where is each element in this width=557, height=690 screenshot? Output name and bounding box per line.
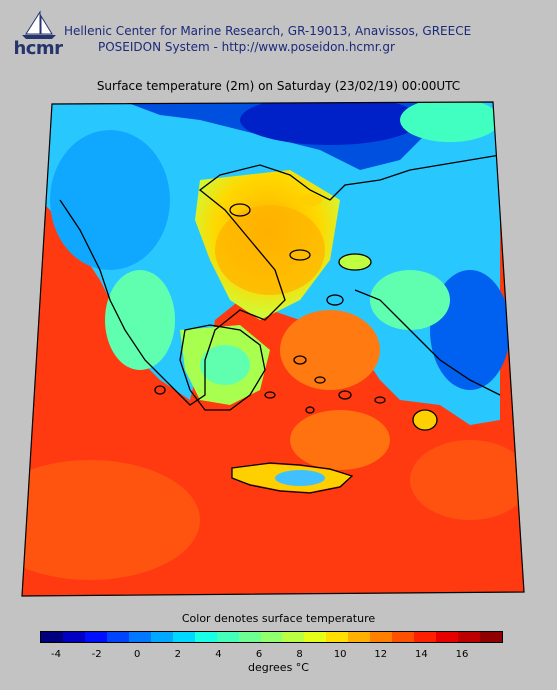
- rhodes-coast: [412, 409, 438, 431]
- colorbar-tick-label: -4: [51, 649, 61, 660]
- island-coast: [305, 406, 315, 414]
- island-coast: [154, 385, 166, 395]
- colorbar-segment: [326, 632, 349, 642]
- colorbar-segment: [84, 632, 107, 642]
- colorbar-segment: [41, 632, 63, 642]
- sea-warm-patch: [22, 460, 200, 580]
- colorbar-tick-label: 0: [134, 649, 141, 660]
- colorbar: [40, 631, 503, 643]
- colorbar-tick-label: -2: [91, 649, 102, 660]
- colorbar-segment: [238, 632, 261, 642]
- sailboat-icon: [22, 10, 56, 39]
- colorbar-segment: [370, 632, 393, 642]
- warm-core: [215, 205, 325, 295]
- colorbar-segment: [128, 632, 151, 642]
- colorbar-segment: [216, 632, 239, 642]
- colorbar-segment: [414, 632, 437, 642]
- logo-text: hcmr: [13, 38, 63, 59]
- colorbar-segment: [480, 632, 503, 642]
- colorbar-ticks: -4 -2 0 2 4 6 8 10 12 14 16: [40, 649, 503, 663]
- anatolia-coast: [354, 289, 501, 396]
- land-variation: [50, 130, 170, 270]
- colorbar-tick-label: 8: [296, 649, 303, 660]
- peloponnese-coast: [179, 324, 266, 411]
- coastal-patch: [400, 102, 500, 142]
- colorbar-segment: [150, 632, 173, 642]
- map-title: Surface temperature (2m) on Saturday (23…: [96, 79, 461, 93]
- colorbar-segment: [392, 632, 415, 642]
- colorbar-segment: [172, 632, 195, 642]
- mild-region: [200, 345, 250, 385]
- sea-warm-patch: [410, 440, 524, 520]
- colorbar-tick-label: 2: [174, 649, 181, 660]
- island-coast: [326, 294, 344, 306]
- colorbar-tick-label: 12: [374, 649, 388, 660]
- crete-mountains: [275, 470, 325, 486]
- colorbar-tick-label: 10: [333, 649, 347, 660]
- colorbar-caption: Color denotes surface temperature: [181, 612, 376, 625]
- mainland-coast: [59, 154, 501, 406]
- map-frame: [21, 101, 525, 597]
- colorbar-segment: [106, 632, 129, 642]
- colorbar-segment: [194, 632, 217, 642]
- colorbar-tick-label: 4: [215, 649, 222, 660]
- colorbar-tick-label: 16: [455, 649, 469, 660]
- sea-warm-patch: [280, 310, 380, 390]
- colorbar-segment: [348, 632, 371, 642]
- colorbar-unit-label: degrees °C: [248, 661, 309, 674]
- hcmr-logo: hcmr: [10, 10, 66, 62]
- colorbar-tick-label: 14: [415, 649, 428, 660]
- header: hcmr Hellenic Center for Marine Research…: [0, 0, 557, 70]
- crete-coast: [231, 462, 354, 494]
- island-coast: [293, 355, 307, 365]
- sea-warm-patch: [290, 410, 390, 470]
- island-coast: [374, 396, 386, 404]
- island-coast: [338, 390, 352, 400]
- island-coast: [314, 376, 326, 384]
- system-line: POSEIDON System - http://www.poseidon.hc…: [98, 40, 395, 54]
- cold-core: [240, 102, 420, 145]
- island-coast: [289, 249, 311, 261]
- mild-region: [370, 270, 450, 330]
- island: [298, 194, 322, 206]
- colorbar-segment: [260, 632, 283, 642]
- island-coast: [264, 391, 276, 399]
- mild-region: [105, 270, 175, 370]
- colorbar-segment: [458, 632, 481, 642]
- map-field: [22, 102, 524, 596]
- organization-line: Hellenic Center for Marine Research, GR-…: [64, 24, 472, 38]
- lesvos-island: [339, 254, 371, 270]
- colorbar-segment: [436, 632, 459, 642]
- colorbar-segment: [282, 632, 305, 642]
- lesvos-coast: [338, 253, 372, 271]
- coastlines: [59, 154, 501, 494]
- colorbar-segment: [304, 632, 327, 642]
- colorbar-tick-label: 6: [255, 649, 263, 660]
- rhodes-island: [413, 410, 437, 430]
- island-coast: [229, 203, 251, 217]
- colorbar-segment: [62, 632, 85, 642]
- temperature-map: [21, 101, 525, 597]
